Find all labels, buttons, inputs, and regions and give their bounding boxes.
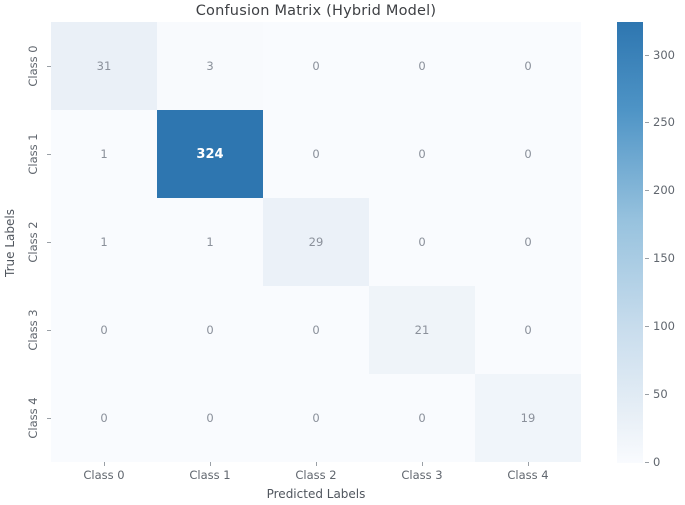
chart-title: Confusion Matrix (Hybrid Model) bbox=[195, 3, 437, 19]
heatmap-cell-r2-c0: 1 bbox=[51, 198, 157, 286]
colorbar-tickmark bbox=[645, 326, 649, 328]
heatmap-grid: 31 3 0 0 0 1 324 0 0 0 1 1 29 0 0 0 0 0 21 0 0 0 0 0 19 bbox=[51, 22, 581, 462]
y-tick-label: Class 1 bbox=[26, 133, 40, 175]
colorbar-tick-label: 50 bbox=[653, 387, 668, 402]
heatmap-cell-r2-c2: 29 bbox=[263, 198, 369, 286]
heatmap-cell-r1-c3: 0 bbox=[369, 110, 475, 198]
y-tickmark bbox=[47, 66, 51, 67]
colorbar-tick-label: 200 bbox=[653, 183, 675, 198]
heatmap-cell-r3-c3: 21 bbox=[369, 286, 475, 374]
colorbar-tick-label: 0 bbox=[653, 455, 661, 469]
y-tick-label: Class 2 bbox=[26, 221, 40, 263]
colorbar-tickmark bbox=[645, 258, 649, 260]
heatmap-cell-r4-c4: 19 bbox=[475, 374, 581, 462]
colorbar-tickmark bbox=[645, 462, 649, 463]
x-tick-label: Class 0 bbox=[83, 468, 125, 482]
heatmap-cell-r4-c1: 0 bbox=[157, 374, 263, 462]
colorbar-tick-label: 150 bbox=[653, 251, 675, 266]
heatmap-cell-r2-c3: 0 bbox=[369, 198, 475, 286]
y-tickmark bbox=[47, 242, 51, 243]
x-tick-label: Class 4 bbox=[507, 468, 549, 482]
colorbar-tick-label: 300 bbox=[653, 47, 675, 62]
x-tickmark bbox=[104, 462, 105, 466]
colorbar-tickmark bbox=[645, 394, 649, 396]
colorbar-tickmark bbox=[645, 122, 649, 124]
y-tickmark bbox=[47, 330, 51, 331]
heatmap-cell-r1-c0: 1 bbox=[51, 110, 157, 198]
heatmap-cell-r1-c1: 324 bbox=[157, 110, 263, 198]
heatmap-cell-r0-c3: 0 bbox=[369, 22, 475, 110]
y-tickmark bbox=[47, 418, 51, 419]
colorbar bbox=[617, 22, 643, 463]
x-axis-label: Predicted Labels bbox=[266, 487, 366, 501]
x-tick-label: Class 3 bbox=[401, 468, 443, 482]
y-tick-label: Class 4 bbox=[26, 397, 40, 439]
x-tick-label: Class 2 bbox=[295, 468, 337, 482]
heatmap-cell-r2-c4: 0 bbox=[475, 198, 581, 286]
x-tickmark bbox=[422, 462, 423, 466]
heatmap-cell-r3-c2: 0 bbox=[263, 286, 369, 374]
x-tickmark bbox=[316, 462, 317, 466]
heatmap-cell-r0-c0: 31 bbox=[51, 22, 157, 110]
heatmap-cell-r1-c4: 0 bbox=[475, 110, 581, 198]
x-tick-label: Class 1 bbox=[189, 468, 231, 482]
colorbar-tick-label: 250 bbox=[653, 115, 675, 130]
heatmap-cell-r4-c2: 0 bbox=[263, 374, 369, 462]
y-tick-label: Class 3 bbox=[26, 309, 40, 351]
y-tickmark bbox=[47, 154, 51, 155]
colorbar-tickmark bbox=[645, 190, 649, 192]
heatmap-cell-r0-c1: 3 bbox=[157, 22, 263, 110]
heatmap-cell-r0-c4: 0 bbox=[475, 22, 581, 110]
x-tickmark bbox=[210, 462, 211, 466]
heatmap-cell-r3-c4: 0 bbox=[475, 286, 581, 374]
heatmap-cell-r4-c0: 0 bbox=[51, 374, 157, 462]
heatmap-cell-r3-c1: 0 bbox=[157, 286, 263, 374]
heatmap-cell-r1-c2: 0 bbox=[263, 110, 369, 198]
y-axis-label: True Labels bbox=[3, 209, 17, 277]
colorbar-tick-label: 100 bbox=[653, 319, 675, 334]
heatmap-cell-r4-c3: 0 bbox=[369, 374, 475, 462]
heatmap-cell-r3-c0: 0 bbox=[51, 286, 157, 374]
x-tickmark bbox=[528, 462, 529, 466]
colorbar-tickmark bbox=[645, 54, 649, 56]
heatmap-cell-r0-c2: 0 bbox=[263, 22, 369, 110]
y-tick-label: Class 0 bbox=[26, 45, 40, 87]
heatmap-cell-r2-c1: 1 bbox=[157, 198, 263, 286]
